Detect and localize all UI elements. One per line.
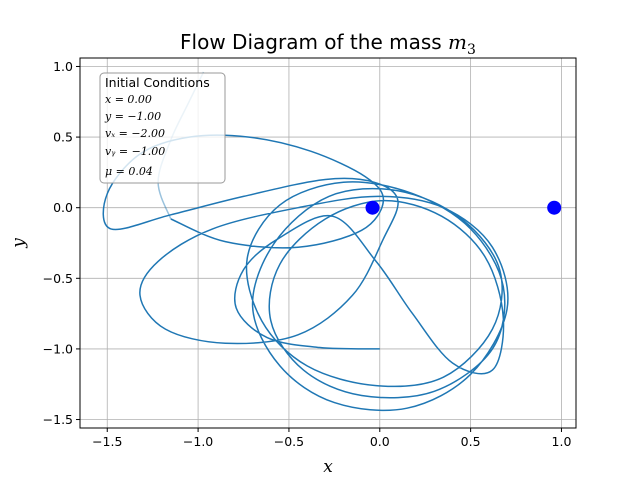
trajectory-line <box>102 134 509 412</box>
legend-line-y: y = −1.00 <box>104 110 161 123</box>
x-tick-label: −0.5 <box>274 434 304 449</box>
mass-point-1 <box>365 200 380 215</box>
chart-title-symbol: m <box>448 30 467 54</box>
y-tick-label: 0.0 <box>53 200 73 215</box>
legend-heading: Initial Conditions <box>105 75 210 90</box>
ticks: −1.5 −1.0 −0.5 0.0 0.5 1.0 −1.5 −1.0 −0.5 0.0 0.5 1… <box>43 59 572 449</box>
legend-line-vx: vₓ = −2.00 <box>105 127 165 140</box>
x-tick-label: 0.0 <box>370 434 390 449</box>
chart-title-main: Flow Diagram of the mass <box>180 30 448 54</box>
legend-box: Initial Conditions x = 0.00 y = −1.00 vₓ… <box>99 72 226 184</box>
y-tick-label: −1.5 <box>43 412 73 427</box>
y-tick-label: 0.5 <box>53 130 73 145</box>
legend-line-mu: μ = 0.04 <box>105 165 153 178</box>
y-tick-label: −1.0 <box>43 341 73 356</box>
x-tick-label: 1.0 <box>552 434 572 449</box>
x-tick-label: −1.0 <box>183 434 213 449</box>
legend-line-x: x = 0.00 <box>105 93 152 106</box>
chart-title: Flow Diagram of the mass m3 <box>180 30 476 58</box>
y-tick-label: 1.0 <box>53 59 73 74</box>
y-tick-label: −0.5 <box>43 271 73 286</box>
mass-point-2 <box>547 200 562 215</box>
x-tick-label: −1.5 <box>92 434 122 449</box>
y-axis-label: y <box>9 238 29 249</box>
axes-frame <box>79 57 577 429</box>
chart-title-subscript: 3 <box>467 42 476 58</box>
x-tick-label: 0.5 <box>461 434 481 449</box>
legend-frame <box>99 72 226 184</box>
legend-line-vy: vᵧ = −1.00 <box>105 145 165 158</box>
x-axis-label: x <box>323 457 333 477</box>
